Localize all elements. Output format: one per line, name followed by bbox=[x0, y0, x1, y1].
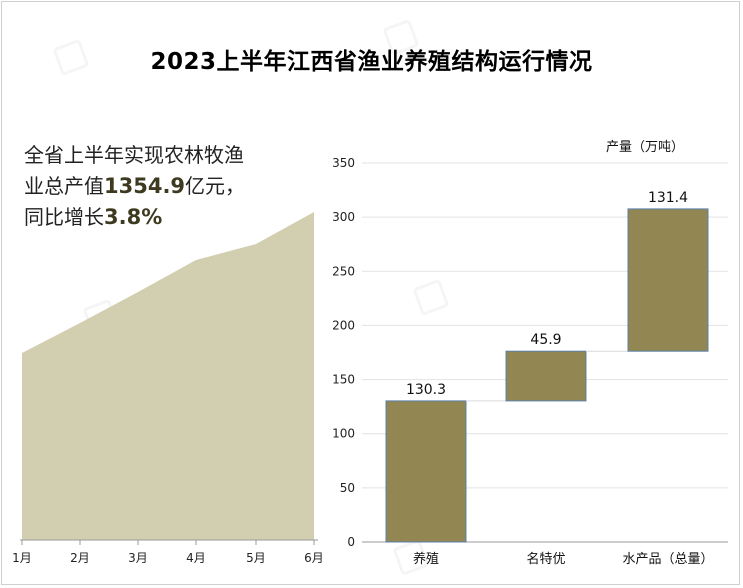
y-tick-label: 50 bbox=[340, 481, 355, 495]
area-x-tick-label: 2月 bbox=[70, 551, 90, 565]
area-x-tick-label: 6月 bbox=[304, 551, 324, 565]
y-tick-label: 150 bbox=[332, 373, 355, 387]
y-tick-label: 0 bbox=[347, 535, 355, 549]
watermark-layer bbox=[53, 20, 449, 575]
x-category-label: 名特优 bbox=[526, 551, 565, 567]
y-tick-label: 300 bbox=[332, 210, 355, 224]
area-x-tick-label: 4月 bbox=[186, 551, 206, 565]
bar-1 bbox=[385, 400, 467, 543]
summary-text: 全省上半年实现农林牧渔 业总产值1354.9亿元， 同比增长3.8% bbox=[24, 140, 314, 233]
chart-title: 2023上半年江西省渔业养殖结构运行情况 bbox=[150, 49, 593, 75]
summary-line-3-prefix: 同比增长 bbox=[24, 205, 104, 229]
bar-data-label: 45.9 bbox=[530, 332, 561, 348]
y-tick-label: 250 bbox=[332, 264, 355, 278]
summary-line-3: 同比增长3.8% bbox=[24, 202, 314, 233]
bar-data-label: 131.4 bbox=[648, 190, 688, 206]
bar-data-label: 130.3 bbox=[406, 382, 446, 398]
growth-rate-value: 3.8% bbox=[104, 205, 163, 229]
y-tick-label: 350 bbox=[332, 156, 355, 170]
area-x-tick-label: 1月 bbox=[12, 551, 32, 565]
bar-2 bbox=[505, 350, 587, 402]
y-tick-label: 200 bbox=[332, 318, 355, 332]
y-tick-label: 100 bbox=[332, 427, 355, 441]
watermark-logo bbox=[383, 20, 419, 55]
total-output-value: 1354.9 bbox=[104, 174, 186, 198]
summary-line-2-prefix: 业总产值 bbox=[24, 174, 104, 198]
area-fill bbox=[22, 212, 314, 540]
waterfall-chart: 0 50 100 150 200 250 300 350 130.3 养殖 45.9 名特优 131.4… bbox=[332, 156, 728, 567]
area-x-tick-label: 3月 bbox=[128, 551, 148, 565]
bar-3 bbox=[627, 208, 709, 352]
summary-line-2: 业总产值1354.9亿元， bbox=[24, 171, 314, 202]
watermark-logo bbox=[413, 280, 449, 315]
summary-line-1: 全省上半年实现农林牧渔 bbox=[24, 143, 244, 167]
x-category-label: 养殖 bbox=[413, 551, 439, 567]
watermark-logo bbox=[393, 540, 429, 575]
watermark-logo bbox=[53, 40, 89, 75]
summary-line-2-suffix: 亿元， bbox=[185, 174, 246, 198]
area-x-tick-label: 5月 bbox=[246, 551, 266, 565]
area-chart: 1月 2月 3月 4月 5月 6月 bbox=[12, 212, 324, 565]
x-category-label: 水产品（总量） bbox=[622, 552, 713, 567]
y-axis-unit-label: 产量（万吨） bbox=[606, 140, 685, 155]
